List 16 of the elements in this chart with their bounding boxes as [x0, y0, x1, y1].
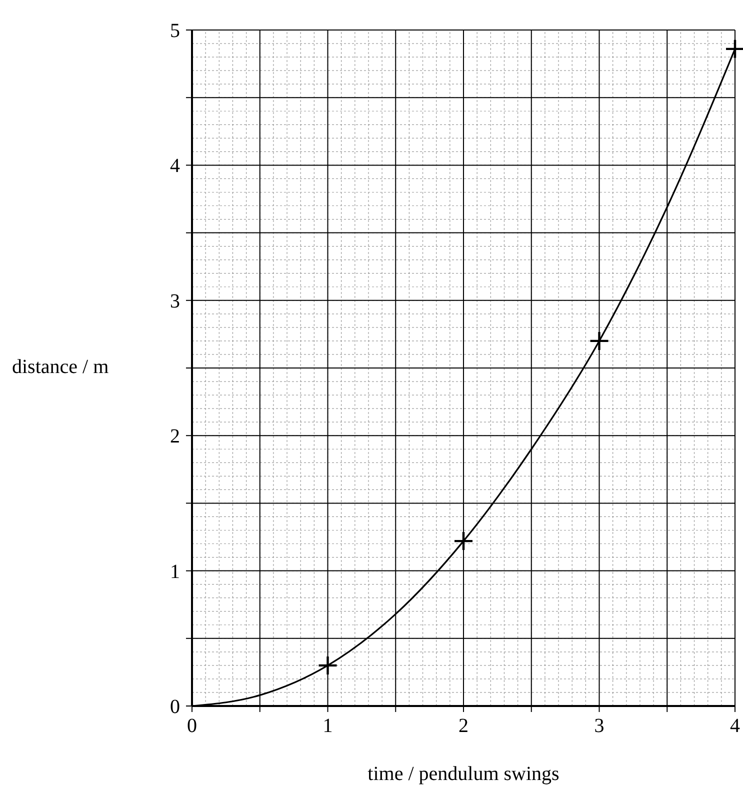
y-tick-label: 0 [170, 696, 180, 718]
x-tick-label: 1 [322, 715, 333, 737]
y-tick-label: 3 [170, 290, 180, 312]
y-tick-label: 4 [170, 155, 180, 178]
y-tick-label: 1 [170, 560, 180, 583]
point [318, 655, 338, 676]
x-tick-label: 4 [730, 715, 740, 737]
x-tick-label: 0 [187, 715, 197, 737]
x-tick-label: 2 [458, 715, 468, 737]
x-tick-label: 3 [594, 715, 604, 737]
y-tick-label: 5 [170, 20, 180, 42]
y-axis-title: distance / m [12, 356, 110, 378]
point [453, 530, 474, 552]
point [589, 330, 610, 352]
y-tick-label: 2 [170, 426, 180, 448]
x-axis-title: time / pendulum swings [368, 763, 560, 785]
